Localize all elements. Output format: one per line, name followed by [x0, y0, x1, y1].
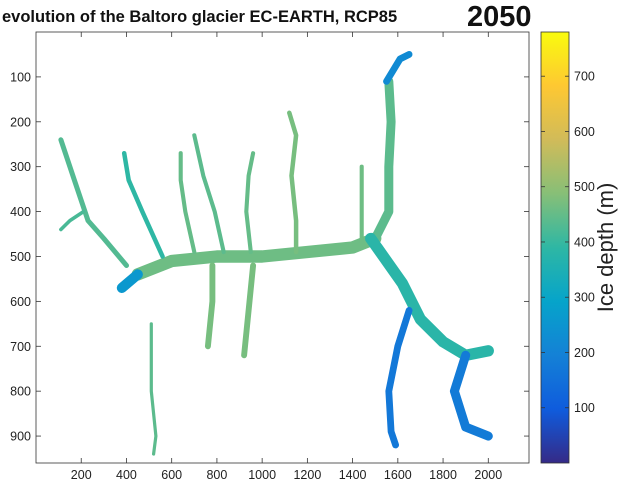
x-tick-label: 1400 [339, 468, 367, 482]
y-tick-label: 500 [10, 250, 31, 264]
colorbar-tick-label: 100 [574, 401, 595, 415]
glacier-branch-18 [149, 322, 158, 456]
y-tick-label: 300 [10, 160, 31, 174]
glacier-branch-2 [370, 76, 396, 243]
plot-area [36, 32, 529, 463]
colorbar-tick-label: 500 [574, 180, 595, 194]
plot-frame [35, 31, 530, 464]
colorbar-gradient [540, 31, 570, 464]
y-tick-label: 700 [10, 340, 31, 354]
plot-background [36, 32, 529, 463]
glacier-branch-13 [244, 151, 256, 255]
glacier-branch-9 [59, 209, 86, 232]
glacier-branch-14 [287, 110, 299, 255]
colorbar-tick-label: 300 [574, 291, 595, 305]
y-tick-label: 200 [10, 115, 31, 129]
colorbar-tick-label: 200 [574, 346, 595, 360]
glacier-branch-16 [204, 262, 216, 350]
chart-title: evolution of the Baltoro glacier EC-EART… [2, 8, 398, 26]
glacier-branch-5 [449, 350, 493, 441]
glacier-branch-1 [131, 232, 382, 281]
x-tick-label: 1000 [248, 468, 276, 482]
glacier-branch-7 [116, 269, 143, 293]
x-tick-label: 400 [116, 468, 137, 482]
colorbar-tick-label: 700 [574, 70, 595, 84]
x-tick-label: 600 [161, 468, 182, 482]
x-tick-label: 1600 [384, 468, 412, 482]
colorbar-tick-label: 600 [574, 125, 595, 139]
glacier-branch-12 [192, 133, 226, 255]
axes: 200 400 600 800 1000 1200 1400 1600 1800 2000 100 2… [10, 31, 530, 482]
colorbar-label: Ice depth (m) [593, 183, 618, 313]
y-tick-label: 900 [10, 430, 31, 444]
glacier-branch-6 [385, 307, 413, 449]
x-tick-label: 800 [206, 468, 227, 482]
colorbar: 100 200 300 400 500 600 700 Ice depth (m) [540, 31, 618, 464]
colorbar-tick-label: 400 [574, 235, 595, 249]
y-tick-label: 800 [10, 385, 31, 399]
glacier-ice-map [58, 51, 494, 456]
x-tick-label: 1800 [429, 468, 457, 482]
glacier-branch-17 [241, 262, 257, 359]
glacier-branch-10 [121, 150, 165, 259]
y-tick-label: 100 [10, 70, 31, 84]
glacier-branch-11 [178, 151, 197, 255]
x-tick-label: 1200 [293, 468, 321, 482]
x-tick-label: 200 [71, 468, 92, 482]
x-tick-label: 2000 [474, 468, 502, 482]
year-label: 2050 [467, 1, 532, 33]
y-tick-label: 600 [10, 295, 31, 309]
glacier-branch-8 [58, 137, 129, 268]
y-tick-label: 400 [10, 205, 31, 219]
glacier-branch-3 [383, 51, 413, 85]
